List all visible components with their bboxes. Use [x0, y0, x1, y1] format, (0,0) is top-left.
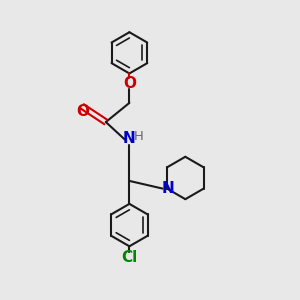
Text: N: N	[162, 181, 175, 196]
Text: H: H	[134, 130, 144, 143]
Text: O: O	[76, 104, 89, 119]
Text: Cl: Cl	[121, 250, 137, 265]
Text: N: N	[123, 131, 136, 146]
Text: O: O	[123, 76, 136, 91]
